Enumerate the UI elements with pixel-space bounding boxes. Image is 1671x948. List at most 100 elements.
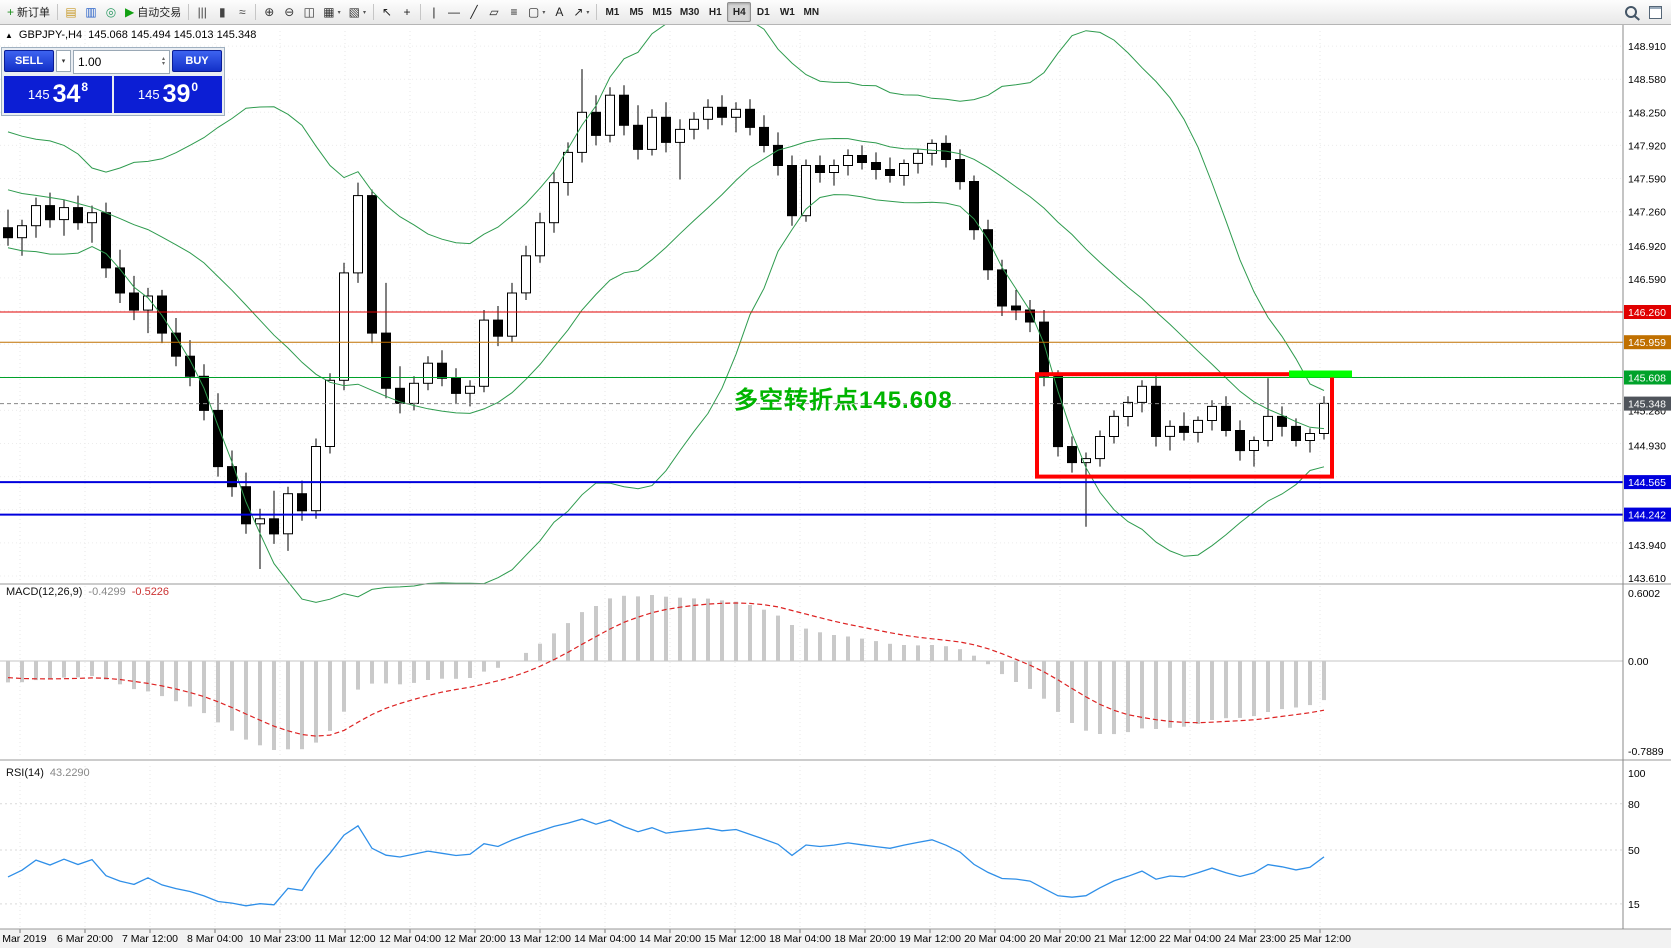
zoom-in-icon: ⊕	[264, 5, 275, 19]
svg-text:147.590: 147.590	[1628, 174, 1666, 186]
shapes-button[interactable]: ▢ ▾	[524, 2, 549, 22]
tile-windows-icon: ◫	[303, 5, 315, 19]
one-click-trading-panel: SELL ▾ 1.00 ▴ ▾ BUY 145 34 8 145 39 0	[1, 47, 225, 116]
autotrading-button[interactable]: ▶ 自动交易	[121, 2, 185, 22]
svg-text:25 Mar 12:00: 25 Mar 12:00	[1289, 933, 1351, 945]
symbols-icon: ▤	[65, 5, 77, 19]
timeframe-mn-button[interactable]: MN	[799, 2, 823, 22]
toolbar-divider	[596, 4, 598, 20]
crosshair-button[interactable]: +	[397, 2, 417, 22]
svg-text:148.580: 148.580	[1628, 74, 1666, 86]
direction-up-icon: ▲	[5, 30, 13, 40]
pane-separators	[0, 583, 1671, 930]
chart-canvas[interactable]: 148.910 148.580 148.250 147.920 147.590 147.2…	[0, 25, 1671, 948]
dropdown-arrow-icon: ▾	[337, 9, 341, 16]
rsi-line	[7, 818, 1325, 907]
toolbar-right-group	[1621, 2, 1668, 22]
svg-text:24 Mar 23:00: 24 Mar 23:00	[1224, 933, 1286, 945]
macd-name: MACD(12,26,9)	[6, 586, 83, 598]
symbols-button[interactable]: ▤	[61, 2, 81, 22]
svg-text:15 Mar 12:00: 15 Mar 12:00	[704, 933, 766, 945]
new-chart-button[interactable]: ▦ ▾	[319, 2, 344, 22]
ohlc-readout: 145.068 145.494 145.013 145.348	[88, 29, 257, 41]
sell-price-display[interactable]: 145 34 8	[4, 76, 112, 113]
macd-main-value: -0.4299	[88, 586, 126, 598]
bollinger-upper-band	[7, 25, 1325, 391]
dropdown-arrow-icon: ▾	[586, 9, 590, 16]
svg-text:22 Mar 04:00: 22 Mar 04:00	[1159, 933, 1221, 945]
stepper-up-icon: ▴	[161, 56, 165, 62]
buy-price-display[interactable]: 145 39 0	[114, 76, 222, 113]
fibonacci-button[interactable]: ≡	[504, 2, 524, 22]
timeframe-m15-button[interactable]: M15	[648, 2, 675, 22]
dropdown-arrow-icon: ▾	[542, 9, 546, 16]
timeframe-h4-button[interactable]: H4	[727, 2, 752, 22]
chart-annotation-text: 多空转折点145.608	[734, 387, 953, 414]
data-window-button[interactable]: ◎	[101, 2, 121, 22]
svg-text:21 Mar 12:00: 21 Mar 12:00	[1094, 933, 1156, 945]
line-chart-button[interactable]: ≈	[232, 2, 252, 22]
window-list-button[interactable]	[1645, 2, 1666, 22]
toolbar-divider	[188, 4, 190, 20]
cursor-button[interactable]: ↖	[377, 2, 397, 22]
cursor-icon: ↖	[381, 5, 392, 19]
highlight-rectangle	[1035, 372, 1334, 479]
buy-button[interactable]: BUY	[172, 50, 222, 72]
svg-text:100: 100	[1628, 768, 1646, 780]
profiles-button[interactable]: ▧ ▾	[345, 2, 370, 22]
svg-text:14 Mar 20:00: 14 Mar 20:00	[639, 933, 701, 945]
svg-text:145.959: 145.959	[1628, 337, 1666, 349]
trendline-button[interactable]: ╱	[464, 2, 484, 22]
sell-button[interactable]: SELL	[4, 50, 54, 72]
level-lines	[0, 311, 1623, 516]
svg-text:15: 15	[1628, 899, 1640, 911]
bar-chart-button[interactable]: |||	[192, 2, 212, 22]
text-button[interactable]: A	[549, 2, 569, 22]
svg-text:6 Mar 20:00: 6 Mar 20:00	[57, 933, 113, 945]
svg-text:146.260: 146.260	[1628, 307, 1666, 319]
time-axis[interactable]: 5 Mar 2019 6 Mar 20:00 7 Mar 12:00 8 Mar 04…	[0, 933, 1351, 945]
toolbar-divider	[57, 4, 59, 20]
new-order-button[interactable]: + 新订单	[3, 2, 54, 22]
price-axis[interactable]: 148.910 148.580 148.250 147.920 147.590 147.2…	[1622, 25, 1671, 929]
breakout-marker	[1289, 370, 1352, 378]
timeframe-h1-button[interactable]: H1	[703, 2, 727, 22]
buy-price-pips: 39	[162, 80, 191, 108]
svg-text:0.00: 0.00	[1628, 656, 1649, 668]
market-watch-button[interactable]: ▥	[81, 2, 101, 22]
order-type-dropdown[interactable]: ▾	[56, 50, 71, 72]
fibonacci-icon: ≡	[510, 5, 518, 19]
volume-stepper[interactable]: ▴ ▾	[161, 56, 165, 67]
line-chart-icon: ≈	[238, 5, 246, 19]
zoom-in-button[interactable]: ⊕	[259, 2, 279, 22]
macd-signal-value: -0.5226	[131, 586, 170, 598]
tile-windows-button[interactable]: ◫	[299, 2, 319, 22]
bar-chart-icon: |||	[197, 5, 207, 19]
svg-text:11 Mar 12:00: 11 Mar 12:00	[314, 933, 375, 945]
horizontal-line-button[interactable]: —	[444, 2, 464, 22]
search-button[interactable]	[1621, 2, 1641, 22]
vertical-line-button[interactable]: |	[424, 2, 444, 22]
data-window-icon: ◎	[105, 5, 117, 19]
channel-button[interactable]: ▱	[484, 2, 504, 22]
timeframe-m30-button[interactable]: M30	[676, 2, 703, 22]
symbol-timeframe-label: GBPJPY-,H4	[18, 29, 83, 41]
bollinger-bands	[7, 25, 1325, 603]
volume-input[interactable]: 1.00 ▴ ▾	[73, 50, 170, 74]
svg-text:147.920: 147.920	[1628, 140, 1666, 152]
svg-text:20 Mar 04:00: 20 Mar 04:00	[964, 933, 1026, 945]
svg-text:18 Mar 04:00: 18 Mar 04:00	[769, 933, 831, 945]
svg-text:12 Mar 04:00: 12 Mar 04:00	[379, 933, 441, 945]
timeframe-m5-button[interactable]: M5	[624, 2, 648, 22]
timeframe-w1-button[interactable]: W1	[775, 2, 799, 22]
timeframe-m1-button[interactable]: M1	[600, 2, 624, 22]
arrows-button[interactable]: ↗ ▾	[569, 2, 593, 22]
timeframe-d1-button[interactable]: D1	[751, 2, 775, 22]
main-toolbar: + 新订单 ▤ ▥ ◎ ▶ 自动交易 ||| ▮ ≈ ⊕ ⊖ ◫ ▦ ▾ ▧ ▾ ↖ + | — ╱ ▱ ≡ ▢ ▾ A ↗ ▾ M1 M5…	[0, 0, 1671, 25]
zoom-out-button[interactable]: ⊖	[279, 2, 299, 22]
grid-lines	[0, 31, 1623, 933]
macd-pane	[0, 595, 1623, 750]
buy-price-prefix: 145	[137, 87, 160, 102]
candle-chart-button[interactable]: ▮	[212, 2, 232, 22]
macd-indicator-label: MACD(12,26,9) -0.4299 -0.5226	[6, 586, 169, 598]
